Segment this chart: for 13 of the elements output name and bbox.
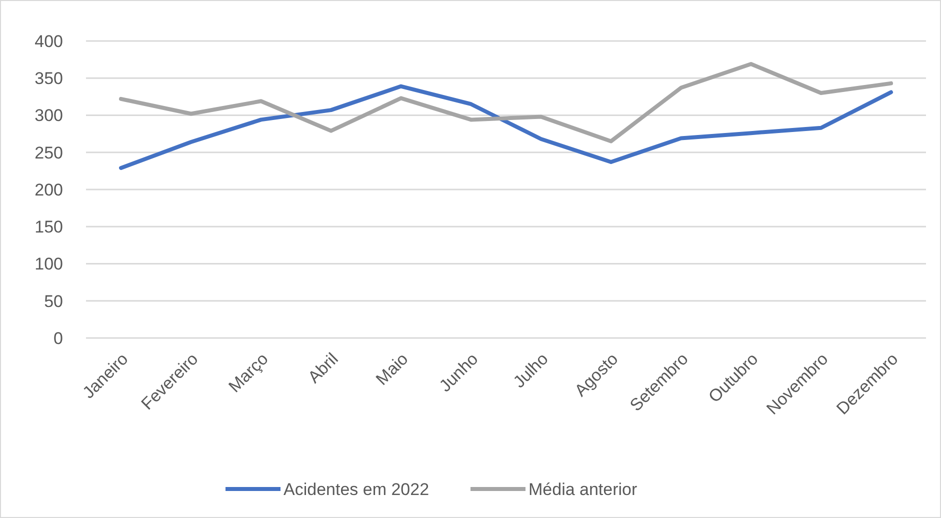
y-tick-label: 0 [54,328,63,348]
legend-label: Média anterior [528,480,638,499]
y-tick-label: 400 [34,32,63,51]
line-series [119,62,893,144]
line-series [119,84,893,170]
y-tick-label: 200 [34,180,63,200]
y-tick-label: 100 [34,254,63,274]
y-tick-label: 250 [34,143,63,162]
y-tick-label: 350 [34,69,63,88]
y-tick-label: 150 [34,218,63,237]
y-tick-label: 50 [44,292,63,311]
y-tick-label: 300 [34,106,63,126]
legend-label: Acidentes em 2022 [284,480,430,499]
